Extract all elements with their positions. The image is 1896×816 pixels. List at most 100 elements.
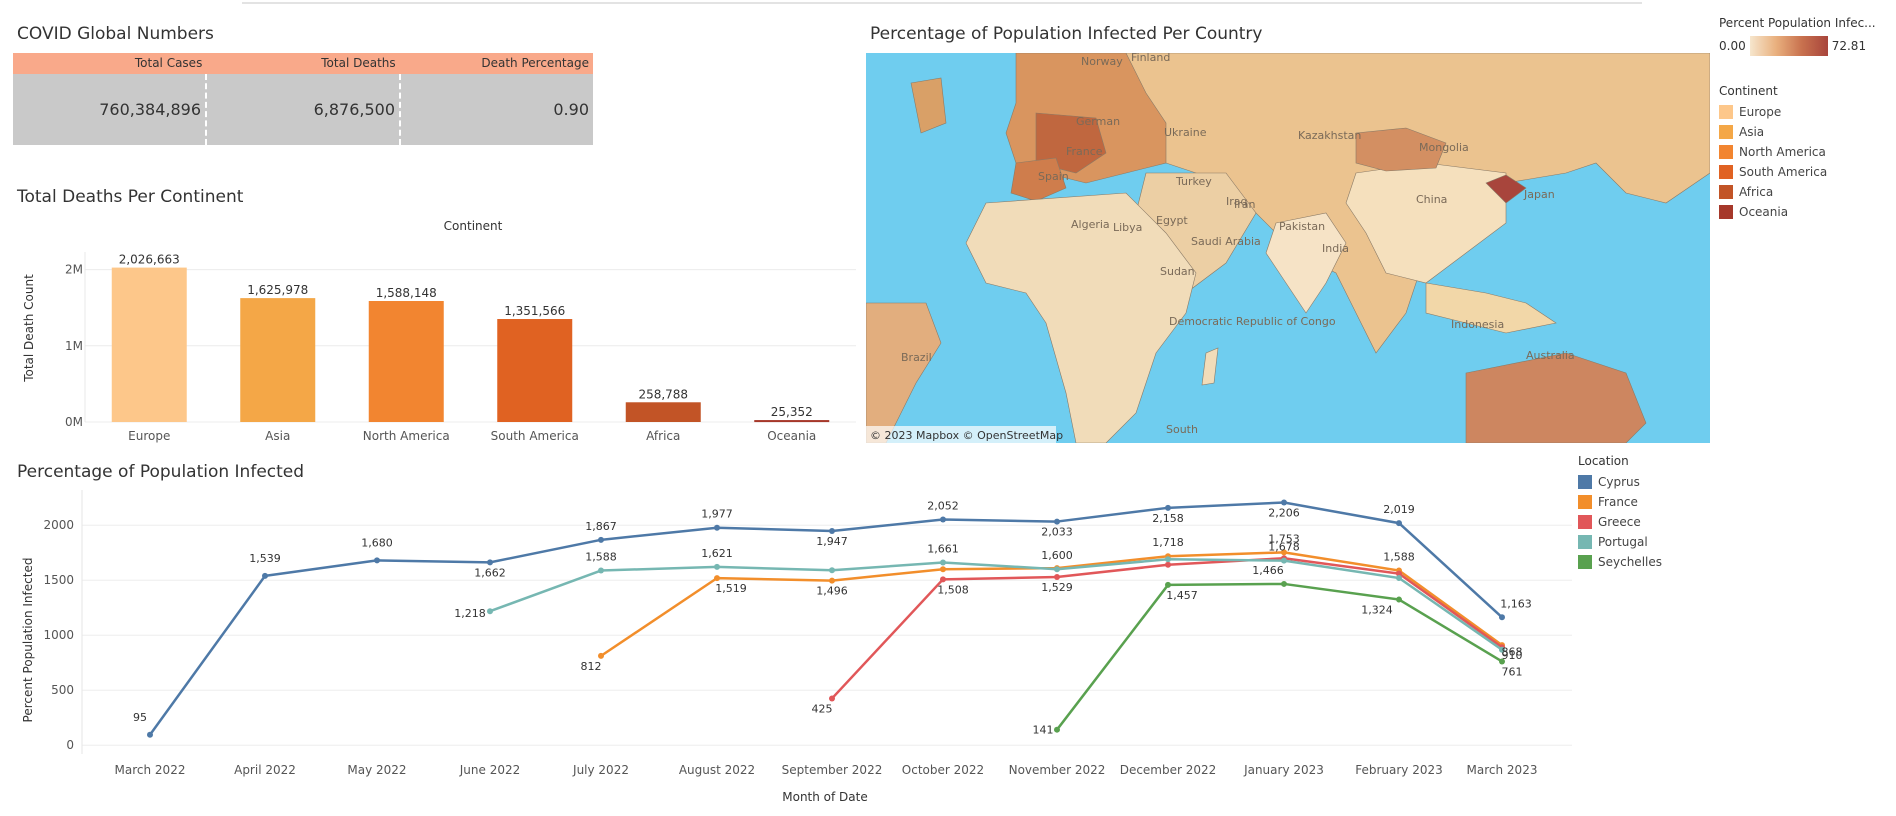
- bar-north-america[interactable]: [368, 300, 444, 422]
- legend-label: South America: [1739, 165, 1828, 179]
- line-point-cyprus[interactable]: [147, 731, 153, 738]
- line-point-cyprus[interactable]: [714, 524, 720, 531]
- line-point-cyprus[interactable]: [1281, 499, 1287, 506]
- line-point-seychelles[interactable]: [1054, 726, 1060, 733]
- line-point-portugal[interactable]: [829, 567, 835, 574]
- map-attribution[interactable]: © 2023 Mapbox © OpenStreetMap: [870, 429, 1063, 442]
- location-legend-item-france[interactable]: France: [1578, 492, 1662, 512]
- line-point-portugal[interactable]: [1396, 575, 1402, 581]
- line-point-portugal[interactable]: [1054, 566, 1060, 573]
- line-point-france[interactable]: [829, 577, 835, 584]
- line-data-label: 1,588: [1383, 551, 1415, 564]
- line-point-greece[interactable]: [1054, 574, 1060, 581]
- total-cases-header: Total Cases: [134, 56, 203, 70]
- line-xtick: December 2022: [1120, 763, 1217, 777]
- legend-label: Europe: [1739, 105, 1782, 119]
- continent-legend-item-south-america[interactable]: South America: [1719, 162, 1827, 182]
- line-data-label: 2,206: [1268, 507, 1300, 520]
- line-point-cyprus[interactable]: [940, 516, 946, 523]
- bar-africa[interactable]: [625, 402, 701, 422]
- line-point-seychelles[interactable]: [1396, 596, 1402, 603]
- line-data-label: 910: [1502, 649, 1523, 662]
- line-xtick: October 2022: [902, 763, 984, 777]
- total-deaths-value: 6,876,500: [205, 74, 399, 145]
- bar-europe[interactable]: [111, 267, 187, 422]
- continent-legend-item-africa[interactable]: Africa: [1719, 182, 1827, 202]
- line-point-cyprus[interactable]: [1499, 614, 1505, 621]
- attribution-bg: [866, 426, 1056, 443]
- continent-legend-item-europe[interactable]: Europe: [1719, 102, 1827, 122]
- line-point-cyprus[interactable]: [829, 528, 835, 535]
- legend-label: North America: [1739, 145, 1826, 159]
- location-legend-item-greece[interactable]: Greece: [1578, 512, 1662, 532]
- line-data-label: 1,508: [937, 583, 969, 596]
- top-divider: [242, 2, 1642, 4]
- line-point-seychelles[interactable]: [1165, 581, 1171, 588]
- line-point-france[interactable]: [598, 652, 604, 659]
- legend-swatch: [1719, 105, 1733, 119]
- line-point-cyprus[interactable]: [1396, 520, 1402, 527]
- death-percentage-value: 0.90: [399, 74, 593, 145]
- line-data-label: 1,457: [1166, 589, 1198, 602]
- line-point-portugal[interactable]: [940, 559, 946, 566]
- line-point-cyprus[interactable]: [487, 559, 493, 566]
- line-point-portugal[interactable]: [598, 567, 604, 574]
- line-data-label: 1,324: [1361, 604, 1393, 617]
- continent-legend-item-asia[interactable]: Asia: [1719, 122, 1827, 142]
- line-data-label: 2,052: [927, 499, 959, 512]
- location-legend-item-seychelles[interactable]: Seychelles: [1578, 552, 1662, 572]
- line-point-seychelles[interactable]: [1281, 580, 1287, 587]
- bar-value-label: 2,026,663: [119, 253, 180, 267]
- line-point-portugal[interactable]: [487, 608, 493, 615]
- bar-value-label: 258,788: [638, 387, 688, 401]
- line-point-cyprus[interactable]: [262, 572, 268, 579]
- line-point-cyprus[interactable]: [1054, 518, 1060, 525]
- location-legend-item-portugal[interactable]: Portugal: [1578, 532, 1662, 552]
- map-label-india: India: [1322, 242, 1349, 255]
- line-xtick: July 2022: [572, 763, 629, 777]
- continent-legend-item-north-america[interactable]: North America: [1719, 142, 1827, 162]
- line-point-greece[interactable]: [1396, 570, 1402, 577]
- line-point-cyprus[interactable]: [1165, 504, 1171, 511]
- line-point-portugal[interactable]: [1281, 557, 1287, 564]
- line-point-portugal[interactable]: [1499, 646, 1505, 653]
- southeast-asia: [1425, 282, 1557, 334]
- line-point-seychelles[interactable]: [1499, 658, 1505, 665]
- legend-label: Portugal: [1598, 535, 1648, 549]
- continent-legend-item-oceania[interactable]: Oceania: [1719, 202, 1827, 222]
- line-ytick: 1500: [43, 573, 74, 587]
- location-legend-item-cyprus[interactable]: Cyprus: [1578, 472, 1662, 492]
- line-series-seychelles[interactable]: [1056, 582, 1503, 731]
- bar-category-label: Asia: [265, 429, 290, 443]
- map-label-saudi-arabia: Saudi Arabia: [1191, 235, 1261, 248]
- line-point-greece[interactable]: [829, 695, 835, 702]
- continent-legend: Continent Europe Asia North America South A…: [1719, 84, 1827, 222]
- line-point-cyprus[interactable]: [598, 536, 604, 543]
- line-data-label: 2,019: [1383, 503, 1415, 516]
- line-data-label: 1,519: [715, 582, 747, 595]
- madagascar: [1201, 347, 1219, 386]
- population-infected-line-chart: Percent Population Infected Month of Dat…: [21, 490, 1572, 804]
- line-point-france[interactable]: [714, 575, 720, 582]
- bar-value-label: 1,588,148: [376, 286, 437, 300]
- line-point-portugal[interactable]: [1165, 556, 1171, 563]
- infection-map[interactable]: Norway Finland German France Spain Ukraine Tur…: [866, 53, 1710, 443]
- line-point-france[interactable]: [940, 566, 946, 573]
- line-series-portugal[interactable]: [489, 558, 1503, 651]
- line-data-label: 425: [812, 702, 833, 715]
- africa-landmass: [965, 192, 1197, 443]
- legend-label: France: [1598, 495, 1638, 509]
- line-xtick: April 2022: [234, 763, 296, 777]
- bar-oceania[interactable]: [754, 420, 830, 423]
- line-data-label: 1,867: [585, 520, 617, 533]
- line-xtick: August 2022: [679, 763, 755, 777]
- map-label-france: France: [1066, 145, 1103, 158]
- bar-asia[interactable]: [240, 298, 316, 422]
- bar-south-america[interactable]: [497, 319, 573, 422]
- line-point-greece[interactable]: [940, 576, 946, 583]
- line-point-portugal[interactable]: [714, 563, 720, 570]
- line-point-cyprus[interactable]: [374, 557, 380, 564]
- line-data-label: 1,588: [585, 551, 617, 564]
- line-point-greece[interactable]: [1165, 561, 1171, 568]
- line-point-france[interactable]: [1281, 549, 1287, 556]
